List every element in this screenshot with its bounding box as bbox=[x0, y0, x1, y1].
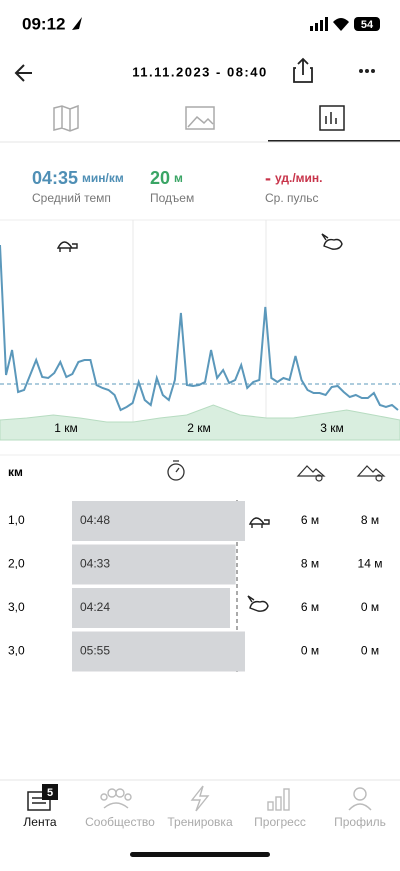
descent-icon bbox=[356, 465, 386, 482]
pace-bar bbox=[72, 588, 230, 628]
km-header: км bbox=[8, 465, 23, 479]
share-button[interactable] bbox=[293, 57, 313, 83]
row-km: 3,0 bbox=[8, 600, 25, 614]
stat-unit: м bbox=[174, 171, 183, 185]
km-label: 2 км bbox=[187, 421, 211, 435]
map-tab[interactable] bbox=[53, 104, 79, 132]
profile-icon bbox=[348, 787, 372, 811]
photo-tab[interactable] bbox=[185, 106, 215, 130]
stat-number: 20 bbox=[150, 168, 170, 188]
row-time: 04:33 bbox=[80, 557, 110, 571]
home-indicator bbox=[130, 852, 270, 857]
elevation-area bbox=[0, 404, 400, 441]
nav-label[interactable]: Прогресс bbox=[254, 815, 306, 829]
rabbit-icon bbox=[321, 233, 343, 250]
nav-label[interactable]: Тренировка bbox=[167, 815, 233, 829]
row-ascent: 6 м bbox=[301, 600, 319, 614]
header-title: 11.11.2023 - 08:40 bbox=[132, 64, 267, 79]
row-descent: 8 м bbox=[361, 513, 379, 527]
row-descent: 14 м bbox=[358, 557, 383, 571]
turtle-icon bbox=[248, 517, 270, 528]
nav-label[interactable]: Лента bbox=[23, 815, 57, 829]
stat-label: Ср. пульс bbox=[265, 191, 319, 205]
row-time: 04:48 bbox=[80, 513, 110, 527]
more-button[interactable] bbox=[359, 69, 375, 73]
km-label: 3 км bbox=[320, 421, 344, 435]
row-ascent: 0 м bbox=[301, 644, 319, 658]
stat-value: 20 м bbox=[150, 168, 183, 188]
row-time: 04:24 bbox=[80, 600, 110, 614]
back-button[interactable] bbox=[14, 64, 32, 82]
stat-label: Средний темп bbox=[32, 191, 111, 205]
battery bbox=[354, 17, 380, 31]
badge bbox=[42, 784, 58, 800]
stat-label: Подъем bbox=[150, 191, 194, 205]
stat-value: - уд./мин. bbox=[265, 168, 323, 188]
pace-bar bbox=[72, 544, 236, 585]
turtle-icon bbox=[56, 241, 78, 252]
community-icon bbox=[100, 788, 132, 809]
pace-bar bbox=[72, 631, 245, 672]
stopwatch-icon bbox=[167, 460, 185, 481]
row-time: 05:55 bbox=[80, 644, 110, 658]
ascent-icon bbox=[296, 465, 326, 482]
stat-unit: мин/км bbox=[82, 171, 124, 185]
stat-unit: уд./мин. bbox=[275, 171, 323, 185]
wifi-icon bbox=[333, 18, 349, 31]
nav-label[interactable]: Профиль bbox=[334, 815, 386, 829]
stats-tab[interactable] bbox=[319, 105, 345, 131]
badge-count: 5 bbox=[47, 787, 53, 799]
row-km: 2,0 bbox=[8, 557, 25, 571]
stat-value: 04:35 мин/км bbox=[32, 168, 124, 188]
location-icon bbox=[72, 17, 82, 30]
stat-number: 04:35 bbox=[32, 168, 78, 188]
row-descent: 0 м bbox=[361, 600, 379, 614]
km-label: 1 км bbox=[54, 421, 78, 435]
rabbit-icon bbox=[247, 595, 269, 612]
row-descent: 0 м bbox=[361, 644, 379, 658]
progress-icon bbox=[267, 788, 290, 811]
row-km: 3,0 bbox=[8, 644, 25, 658]
pace-line bbox=[0, 244, 399, 412]
signal-icon bbox=[310, 17, 328, 31]
pace-bar bbox=[72, 501, 245, 541]
workout-icon bbox=[190, 785, 210, 812]
row-km: 1,0 bbox=[8, 513, 25, 527]
stat-number: - bbox=[265, 168, 271, 188]
battery-level: 54 bbox=[361, 19, 374, 31]
row-ascent: 8 м bbox=[301, 557, 319, 571]
clock: 09:12 bbox=[22, 14, 65, 33]
row-ascent: 6 м bbox=[301, 513, 319, 527]
nav-label[interactable]: Сообщество bbox=[85, 815, 155, 829]
